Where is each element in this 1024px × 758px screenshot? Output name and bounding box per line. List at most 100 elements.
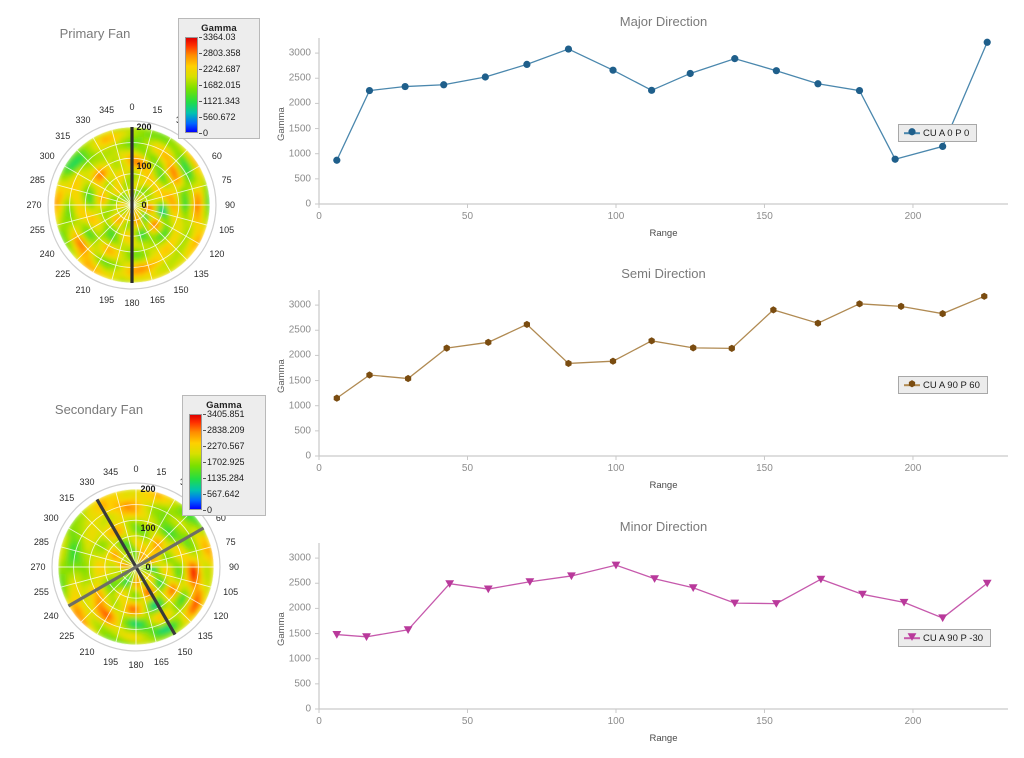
y-axis-tick-label: 1500	[288, 628, 311, 640]
polar-radial-label: 0	[141, 200, 147, 210]
minor-data-point[interactable]	[445, 580, 455, 588]
semi-direction-chart[interactable]: Semi Direction 0 500 1000 1500 2000 2500 3000 0 5…	[262, 264, 1020, 504]
semi-series-line[interactable]	[336, 295, 985, 399]
secondary-fan-polar-plot[interactable]: 0153045607590105120135150165180195210225…	[30, 462, 239, 672]
y-axis-tick-label: 1500	[288, 375, 311, 387]
x-axis-tick-label: 100	[607, 463, 625, 474]
minor-legend[interactable]: CU A 90 P -30	[898, 629, 992, 648]
major-data-point[interactable]	[401, 82, 409, 91]
polar-degree-label: 315	[59, 492, 75, 503]
minor-data-point[interactable]	[650, 575, 659, 583]
major-data-point[interactable]	[609, 66, 617, 74]
secondary-fan-panel: Secondary Fan 01530456075901051201351501…	[14, 388, 266, 708]
semi-x-axis-label: Range	[649, 480, 678, 491]
semi-data-point[interactable]	[814, 319, 822, 327]
minor-data-point[interactable]	[771, 600, 781, 608]
semi-data-point[interactable]	[366, 371, 373, 379]
semi-data-point[interactable]	[485, 338, 492, 346]
polar-degree-label: 150	[177, 646, 193, 657]
semi-data-point[interactable]	[404, 374, 412, 383]
minor-data-point[interactable]	[567, 572, 576, 581]
semi-data-point[interactable]	[690, 344, 697, 352]
polar-degree-label: 0	[129, 102, 135, 112]
major-data-point[interactable]	[891, 155, 899, 163]
polar-degree-label: 60	[215, 513, 226, 523]
x-axis-tick-label: 200	[904, 211, 922, 222]
semi-data-point[interactable]	[939, 310, 946, 318]
semi-data-point[interactable]	[897, 302, 905, 310]
minor-data-point[interactable]	[611, 561, 621, 570]
major-data-point[interactable]	[440, 81, 448, 89]
major-data-point[interactable]	[648, 86, 656, 94]
major-series-line[interactable]	[336, 42, 988, 161]
semi-data-point[interactable]	[648, 337, 655, 345]
minor-data-point[interactable]	[858, 590, 867, 599]
minor-data-point[interactable]	[816, 575, 826, 584]
semi-data-point[interactable]	[856, 300, 863, 308]
semi-data-point[interactable]	[981, 292, 988, 300]
minor-data-point[interactable]	[403, 626, 413, 634]
major-data-point[interactable]	[365, 86, 374, 95]
semi-data-point[interactable]	[333, 394, 340, 402]
minor-data-point[interactable]	[938, 614, 948, 623]
polar-degree-label: 120	[209, 249, 225, 259]
semi-data-point[interactable]	[770, 306, 777, 314]
y-axis-tick-label: 2000	[288, 97, 311, 109]
minor-data-point[interactable]	[483, 585, 493, 594]
major-plot-area	[315, 38, 1008, 208]
color-scale-tick-label: 2270.567	[203, 441, 245, 451]
minor-series-line[interactable]	[336, 564, 988, 638]
major-data-point[interactable]	[772, 67, 780, 75]
major-direction-chart[interactable]: Major Direction 0 500 1000 1500 2000 2500 3000 0…	[262, 12, 1020, 252]
y-axis-tick-label: 3000	[288, 47, 311, 59]
polar-degree-label: 165	[149, 294, 165, 305]
polar-radial-label: 100	[136, 161, 152, 171]
minor-data-point[interactable]	[362, 633, 371, 641]
polar-degree-label: 105	[223, 587, 239, 598]
y-axis-tick-label: 2000	[288, 602, 311, 614]
x-axis-tick-label: 50	[461, 716, 474, 727]
semi-data-point[interactable]	[523, 320, 531, 329]
minor-plot-area	[315, 543, 1008, 713]
semi-plot-area	[315, 290, 1008, 460]
major-data-point[interactable]	[814, 80, 822, 88]
polar-degree-label: 150	[173, 284, 189, 295]
color-scale-tick-label: 560.672	[199, 112, 236, 122]
minor-data-point[interactable]	[982, 579, 992, 588]
y-axis-tick-label: 3000	[288, 299, 311, 311]
major-data-point[interactable]	[564, 45, 573, 53]
minor-data-point[interactable]	[332, 631, 342, 639]
polar-degree-label: 210	[79, 646, 95, 657]
major-data-point[interactable]	[686, 69, 694, 78]
polar-degree-label: 270	[26, 200, 42, 210]
major-legend[interactable]: CU A 0 P 0	[898, 124, 978, 143]
minor-data-point[interactable]	[730, 599, 740, 608]
semi-data-point[interactable]	[565, 359, 572, 368]
major-data-point[interactable]	[983, 38, 991, 46]
y-axis-tick-label: 0	[305, 198, 311, 210]
major-data-point[interactable]	[481, 73, 489, 81]
polar-degree-label: 15	[152, 105, 163, 116]
major-data-point[interactable]	[855, 86, 864, 95]
legend-series-label: CU A 90 P -30	[923, 632, 984, 644]
color-scale-tick-label: 1121.343	[199, 96, 240, 106]
primary-fan-color-scale: Gamma 3364.03 2803.358 2242.687 1682.015 112…	[178, 18, 260, 139]
major-data-point[interactable]	[939, 142, 947, 151]
minor-data-point[interactable]	[688, 584, 698, 592]
minor-data-point[interactable]	[525, 578, 535, 586]
minor-direction-chart[interactable]: Minor Direction 0 500 1000 1500 2000 2500 3000 0…	[262, 517, 1020, 757]
major-data-point[interactable]	[523, 60, 531, 69]
secondary-fan-line-b[interactable]	[67, 526, 205, 608]
semi-data-point[interactable]	[443, 344, 450, 352]
semi-data-point[interactable]	[728, 344, 735, 352]
x-axis-tick-label: 0	[316, 211, 322, 222]
minor-data-point[interactable]	[899, 598, 909, 607]
primary-fan-canvas	[47, 120, 217, 290]
primary-fan-polar-plot[interactable]: 0153045607590105120135150165180195210225…	[26, 100, 235, 310]
major-data-point[interactable]	[333, 156, 341, 164]
semi-legend[interactable]: CU A 90 P 60	[898, 376, 988, 395]
major-data-point[interactable]	[731, 55, 739, 63]
polar-degree-label: 240	[43, 611, 59, 621]
semi-data-point[interactable]	[609, 357, 617, 365]
